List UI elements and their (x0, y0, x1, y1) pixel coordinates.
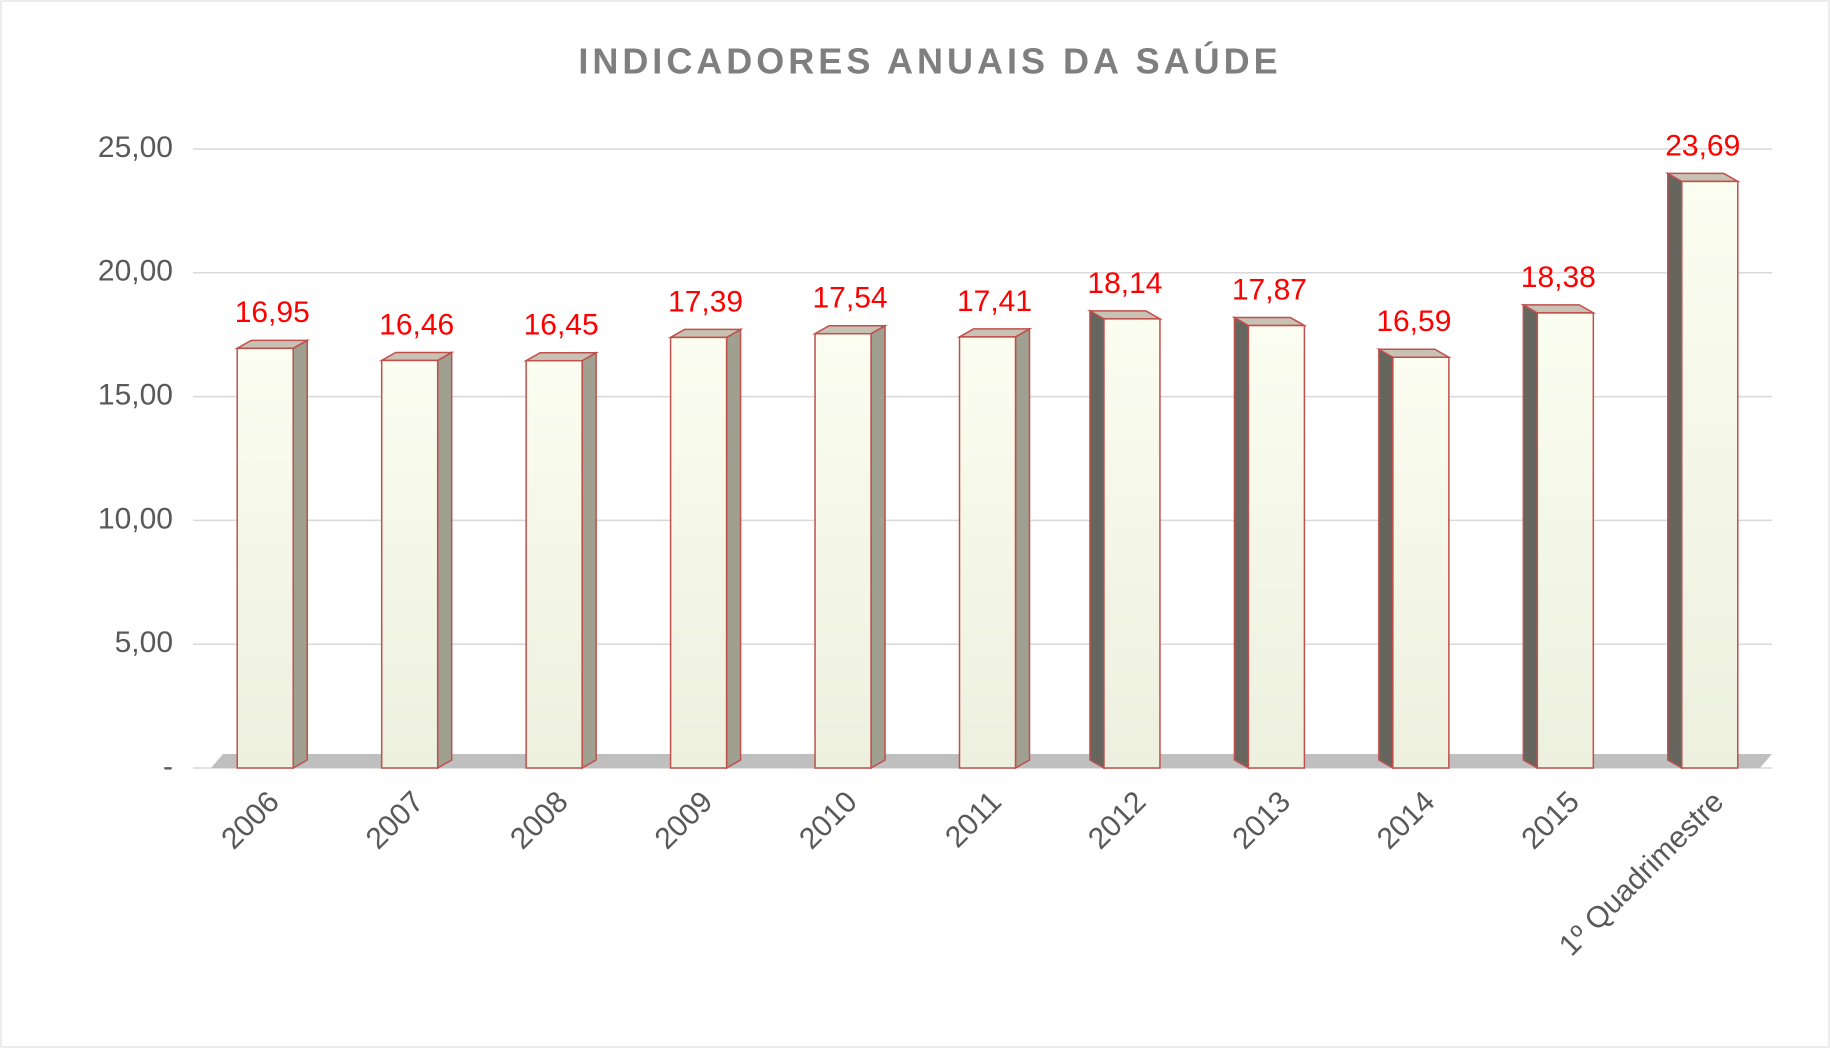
bar (236, 347, 294, 769)
value-label: 17,54 (813, 282, 888, 315)
bar-side (292, 339, 308, 770)
bar-side (1667, 172, 1683, 770)
bar-top (1664, 172, 1741, 183)
bar (958, 336, 1017, 769)
bar (1103, 318, 1161, 769)
bar (814, 332, 872, 769)
value-label: 16,45 (524, 309, 599, 342)
bar (1681, 180, 1739, 769)
value-label: 16,46 (379, 308, 454, 341)
bar-top (1231, 316, 1308, 327)
value-label: 17,87 (1232, 273, 1307, 306)
bar-top (523, 351, 599, 362)
bar-side (436, 351, 453, 770)
value-label: 17,41 (957, 285, 1032, 318)
bar-side (1522, 303, 1539, 770)
bar-top (234, 339, 311, 350)
bar-top (956, 328, 1033, 338)
bar-side (1233, 316, 1250, 770)
bar-top (1376, 348, 1452, 358)
bar (669, 336, 728, 769)
value-label: 18,14 (1087, 267, 1162, 300)
bar-top (1087, 310, 1163, 320)
bar-top (378, 351, 455, 362)
bar-side (1014, 327, 1031, 770)
y-tick-label: - (163, 750, 173, 783)
bar (1392, 356, 1450, 769)
bar-side (870, 324, 886, 770)
y-tick-label: 20,00 (98, 255, 173, 288)
value-label: 17,39 (668, 285, 743, 318)
bar (1247, 324, 1306, 769)
y-tick-label: 25,00 (98, 131, 173, 164)
bar-side (1378, 347, 1394, 770)
bar-side (581, 351, 597, 770)
bar (1536, 312, 1595, 769)
value-label: 18,38 (1521, 261, 1596, 294)
y-tick-label: 15,00 (98, 379, 173, 412)
bar (525, 359, 583, 769)
bar-side (725, 328, 742, 770)
value-label: 23,69 (1665, 129, 1740, 162)
value-label: 16,59 (1376, 305, 1451, 338)
bar-top (1520, 304, 1597, 314)
y-tick-label: 5,00 (115, 626, 173, 659)
value-label: 16,95 (235, 296, 310, 329)
bar-top (812, 324, 888, 335)
y-tick-label: 10,00 (98, 502, 173, 535)
bar-side (1089, 309, 1105, 770)
bar-top (667, 328, 744, 339)
bar (380, 359, 439, 769)
chart-title: INDICADORES ANUAIS DA SAÚDE (578, 40, 1281, 82)
